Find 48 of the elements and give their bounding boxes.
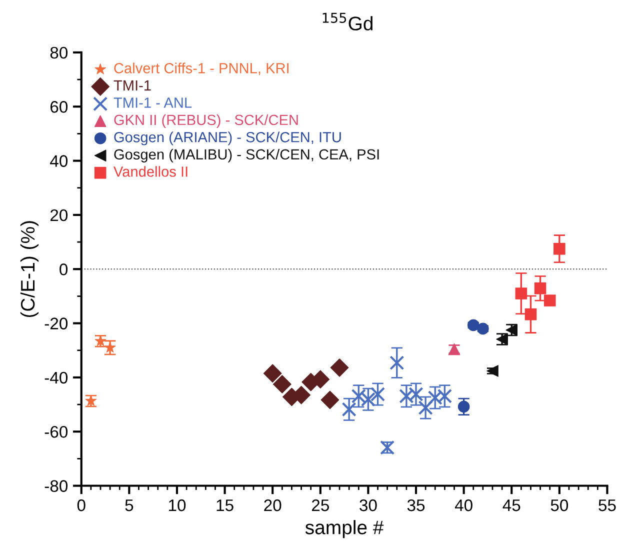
point bbox=[104, 342, 116, 352]
y-tick-label: -80 bbox=[44, 480, 68, 492]
y-tick-label: -40 bbox=[44, 372, 68, 384]
y-axis-title: (C/E-1) (%) bbox=[20, 221, 39, 318]
legend-label: Gosgen (MALIBU) - SCK/CEN, CEA, PSI bbox=[114, 148, 379, 162]
point bbox=[370, 386, 386, 402]
point bbox=[330, 358, 349, 377]
point bbox=[390, 356, 404, 370]
y-tick-label: 40 bbox=[50, 155, 68, 167]
x-tick-label: 10 bbox=[168, 499, 186, 512]
point bbox=[342, 402, 356, 417]
point bbox=[554, 242, 566, 255]
point bbox=[534, 282, 546, 294]
point bbox=[320, 390, 340, 410]
x-tick-label: 45 bbox=[502, 500, 520, 512]
x-tick-label: 50 bbox=[550, 499, 568, 512]
point bbox=[524, 308, 537, 320]
point bbox=[515, 288, 528, 300]
x-tick-label: 25 bbox=[312, 499, 329, 512]
x-tick-label: 15 bbox=[216, 500, 234, 512]
legend-label: Calvert Ciffs-1 - PNNL, KRI bbox=[114, 62, 289, 76]
legend-label: Gosgen (ARIANE) - SCK/CEN, ITU bbox=[114, 132, 341, 146]
point bbox=[351, 388, 366, 404]
point bbox=[272, 375, 292, 394]
x-tick-label: 20 bbox=[264, 499, 282, 512]
x-tick-label: 40 bbox=[454, 499, 472, 512]
y-tick-label: -20 bbox=[44, 318, 68, 330]
legend-label: GKN II (REBUS) - SCK/CEN bbox=[114, 114, 298, 128]
legend-label: TMI-1 - ANL bbox=[114, 98, 192, 108]
x-tick-label: 5 bbox=[125, 500, 134, 512]
x-tick-label: 0 bbox=[77, 499, 86, 512]
x-tick-label: 35 bbox=[407, 499, 425, 512]
legend-label: Vandellos II bbox=[114, 166, 188, 177]
y-tick-label: -60 bbox=[44, 426, 68, 438]
y-tick-label: 20 bbox=[50, 209, 68, 222]
point bbox=[486, 365, 498, 377]
point bbox=[458, 400, 470, 413]
y-tick-label: 0 bbox=[60, 264, 68, 276]
x-tick-label: 30 bbox=[360, 499, 377, 512]
y-tick-label: 80 bbox=[50, 46, 68, 59]
point bbox=[418, 400, 433, 416]
x-tick-label: 55 bbox=[598, 500, 616, 512]
point bbox=[263, 364, 282, 383]
legend-label: TMI-1 bbox=[114, 80, 151, 90]
chart-title: $^{155}$Gd bbox=[322, 12, 372, 30]
point bbox=[544, 294, 556, 306]
x-axis-title: sample # bbox=[305, 520, 384, 538]
y-tick-label: 60 bbox=[50, 101, 68, 113]
